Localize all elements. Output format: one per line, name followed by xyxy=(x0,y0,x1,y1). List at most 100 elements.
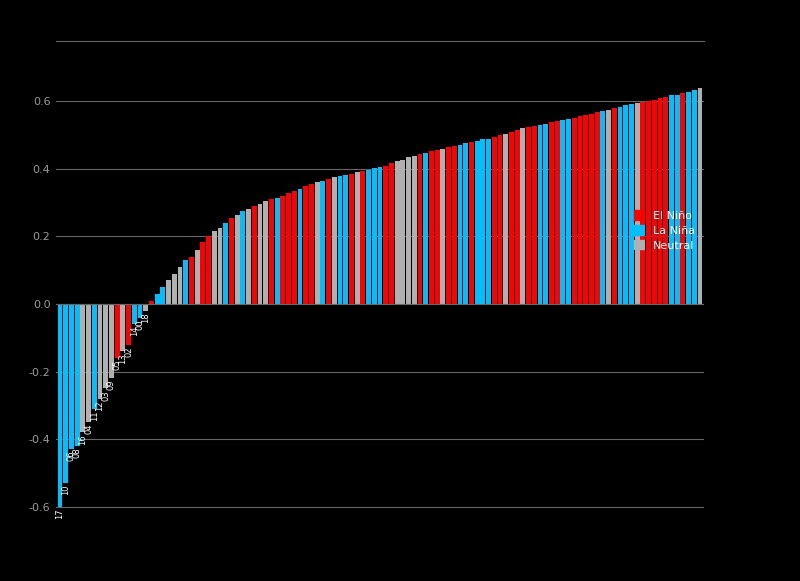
Bar xyxy=(229,218,234,304)
Bar xyxy=(446,148,451,304)
Bar xyxy=(441,149,446,304)
Bar xyxy=(252,206,257,304)
Bar xyxy=(394,161,399,304)
Bar xyxy=(74,304,79,446)
Legend: El Niño, La Niña, Neutral: El Niño, La Niña, Neutral xyxy=(630,207,698,254)
Bar xyxy=(618,107,622,304)
Bar xyxy=(223,223,228,304)
Bar xyxy=(366,170,371,304)
Bar xyxy=(263,201,268,304)
Text: 05: 05 xyxy=(113,360,122,370)
Bar xyxy=(286,192,291,304)
Text: 12: 12 xyxy=(95,400,105,411)
Bar xyxy=(481,139,486,304)
Bar xyxy=(303,186,308,304)
Bar xyxy=(634,103,639,304)
Text: 14: 14 xyxy=(130,326,138,336)
Bar xyxy=(503,134,508,304)
Bar xyxy=(554,121,559,304)
Bar xyxy=(526,127,531,304)
Text: 09: 09 xyxy=(107,380,116,390)
Bar xyxy=(189,257,194,304)
Bar xyxy=(514,130,519,304)
Bar xyxy=(663,96,668,304)
Bar xyxy=(686,92,691,304)
Bar xyxy=(343,175,348,304)
Text: 00: 00 xyxy=(135,319,145,329)
Bar xyxy=(194,250,199,304)
Bar xyxy=(321,181,326,304)
Bar xyxy=(492,137,497,304)
Bar xyxy=(543,124,548,304)
Bar xyxy=(583,115,588,304)
Bar xyxy=(63,304,68,483)
Bar xyxy=(161,287,166,304)
Bar xyxy=(314,182,319,304)
Bar xyxy=(606,110,611,304)
Bar xyxy=(463,144,468,304)
Bar xyxy=(601,111,606,304)
Bar xyxy=(201,242,206,304)
Bar xyxy=(269,199,274,304)
Text: 02: 02 xyxy=(124,346,133,357)
Bar xyxy=(298,189,302,304)
Bar xyxy=(349,174,354,304)
Bar xyxy=(521,128,526,304)
Text: 03: 03 xyxy=(102,390,110,401)
Bar xyxy=(509,132,514,304)
Text: 06: 06 xyxy=(67,451,76,461)
Bar xyxy=(258,205,262,304)
Text: 13: 13 xyxy=(118,353,127,364)
Bar xyxy=(292,191,297,304)
Bar xyxy=(378,167,382,304)
Bar xyxy=(309,184,314,304)
Bar xyxy=(412,156,417,304)
Bar xyxy=(561,120,566,304)
Bar xyxy=(452,146,457,304)
Bar xyxy=(538,125,542,304)
Bar xyxy=(69,304,74,449)
Bar xyxy=(218,228,222,304)
Bar xyxy=(498,135,502,304)
Bar xyxy=(646,101,651,304)
Bar xyxy=(612,108,617,304)
Bar xyxy=(406,157,411,304)
Bar xyxy=(681,94,686,304)
Bar xyxy=(326,179,331,304)
Text: 10: 10 xyxy=(62,485,70,495)
Bar xyxy=(372,168,377,304)
Bar xyxy=(423,153,428,304)
Bar xyxy=(274,198,279,304)
Bar xyxy=(138,304,142,317)
Bar xyxy=(623,106,628,304)
Bar xyxy=(566,119,571,304)
Bar xyxy=(458,145,462,304)
Bar xyxy=(589,114,594,304)
Bar xyxy=(212,231,217,304)
Bar xyxy=(434,150,439,304)
Bar xyxy=(629,104,634,304)
Bar xyxy=(572,117,577,304)
Bar xyxy=(92,304,97,408)
Bar xyxy=(246,210,251,304)
Bar xyxy=(109,304,114,378)
Bar xyxy=(594,112,599,304)
Text: 04: 04 xyxy=(84,424,93,435)
Bar xyxy=(103,304,108,389)
Bar xyxy=(641,102,646,304)
Bar xyxy=(361,171,366,304)
Bar xyxy=(383,166,388,304)
Bar xyxy=(81,304,86,432)
Bar xyxy=(354,173,359,304)
Text: 08: 08 xyxy=(73,447,82,458)
Bar xyxy=(86,304,91,422)
Bar xyxy=(338,177,342,304)
Bar xyxy=(121,304,126,352)
Bar xyxy=(652,100,657,304)
Bar xyxy=(698,88,702,304)
Bar xyxy=(178,267,182,304)
Bar xyxy=(114,304,119,358)
Bar xyxy=(143,304,148,311)
Text: 17: 17 xyxy=(55,508,65,519)
Bar xyxy=(429,152,434,304)
